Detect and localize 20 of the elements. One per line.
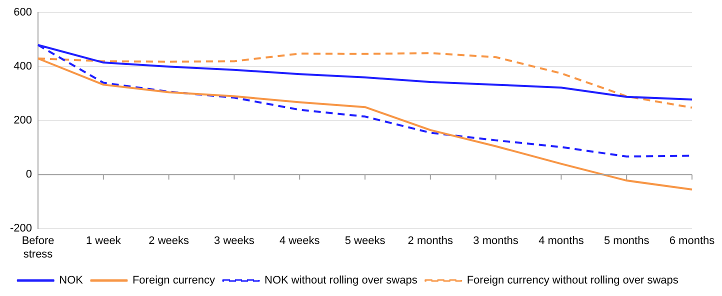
y-tick-label: 400 [14, 60, 32, 73]
x-tick-label: 1 week [86, 235, 122, 248]
x-tick-label: 5 weeks [344, 235, 386, 248]
x-tick-label: 2 weeks [148, 235, 190, 248]
x-tick-label: 5 months [604, 235, 650, 248]
x-tick-label: 3 weeks [214, 235, 255, 248]
y-tick-label: -200 [10, 222, 32, 235]
y-tick-label: 0 [26, 168, 32, 181]
y-tick-label: 200 [14, 114, 32, 127]
x-tick-label: 6 months [669, 235, 716, 248]
x-tick-label: 4 months [538, 235, 584, 248]
y-tick-label: 600 [14, 6, 32, 19]
legend-label: NOK without rolling over swaps [264, 274, 418, 287]
x-tick-label: Before stress [22, 235, 54, 260]
legend-label: NOK [59, 274, 84, 287]
x-tick-label: 4 weeks [279, 235, 320, 248]
legend-label: Foreign currency without rolling over swaps [466, 274, 679, 287]
x-tick-label: 2 months [408, 235, 454, 248]
x-tick-label: 3 months [473, 235, 519, 248]
legend-label: Foreign currency [132, 274, 216, 287]
